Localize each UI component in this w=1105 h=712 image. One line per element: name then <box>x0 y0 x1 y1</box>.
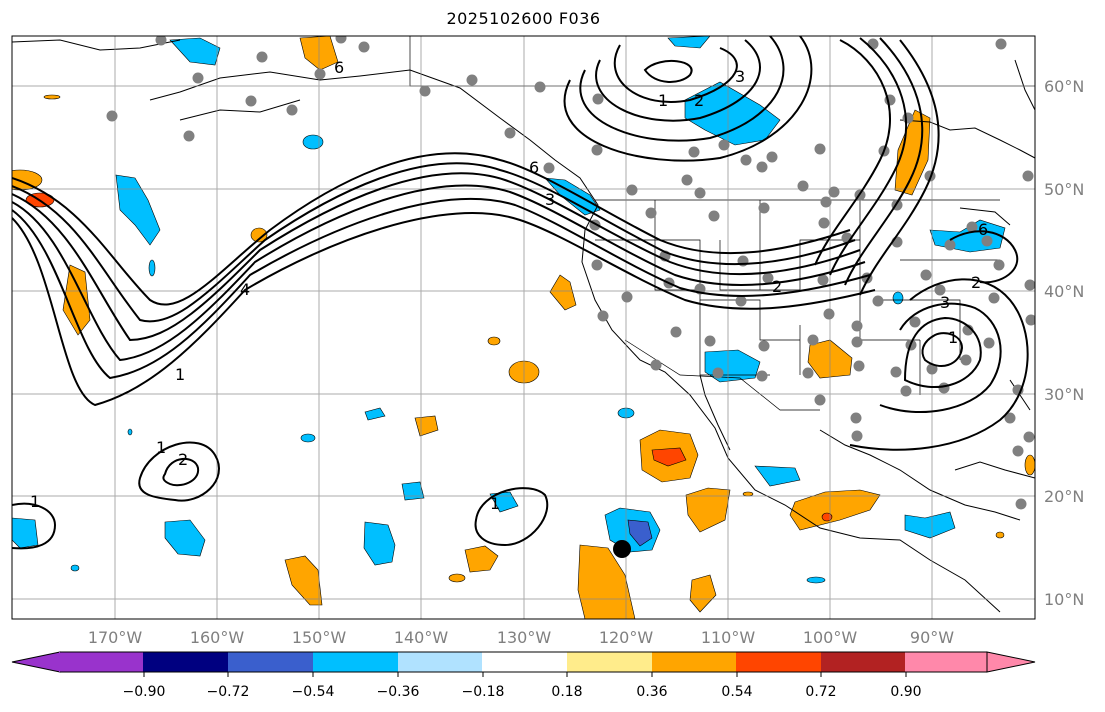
colorbar-swatch <box>398 652 483 672</box>
colorbar-tick-label: −0.72 <box>207 684 250 700</box>
colorbar-swatch <box>482 652 568 672</box>
colorbar-tick-label: 0.72 <box>805 684 836 700</box>
contour-labels: 6 1 2 3 6 3 4 1 1 2 1 1 2 2 3 1 6 <box>30 58 988 513</box>
lat-label: 30°N <box>1044 385 1084 404</box>
lon-label: 150°W <box>292 628 347 647</box>
lat-label: 10°N <box>1044 590 1084 609</box>
colorbar-tick-label: 0.36 <box>636 684 667 700</box>
colorbar-tick-label: −0.54 <box>292 684 335 700</box>
contour-label: 2 <box>772 277 782 296</box>
colorbar-swatch <box>567 652 653 672</box>
lon-label: 140°W <box>394 628 449 647</box>
lon-label: 90°W <box>910 628 954 647</box>
colorbar-tick-label: −0.90 <box>123 684 166 700</box>
map-frame <box>11 35 1036 620</box>
lon-label: 110°W <box>701 628 756 647</box>
contour-label: 6 <box>978 220 988 239</box>
contour-label: 1 <box>490 494 500 513</box>
contour-label: 2 <box>971 273 981 292</box>
colorbar-swatch <box>228 652 314 672</box>
colorbar-tick-label: 0.90 <box>890 684 921 700</box>
contour-label: 1 <box>658 91 668 110</box>
lat-label: 40°N <box>1044 282 1084 301</box>
lon-label: 120°W <box>599 628 654 647</box>
contour-label: 4 <box>240 280 250 299</box>
latitude-axis: 60°N 50°N 40°N 30°N 20°N 10°N <box>1044 77 1084 609</box>
coastlines <box>12 39 1035 613</box>
lat-label: 50°N <box>1044 180 1084 199</box>
contour-label: 3 <box>940 293 950 312</box>
contour-label: 6 <box>334 58 344 77</box>
contour-label: 1 <box>156 438 166 457</box>
colorbar-swatch <box>652 652 737 672</box>
colorbar-swatch <box>143 652 229 672</box>
lon-label: 170°W <box>88 628 143 647</box>
map-area: 6 1 2 3 6 3 4 1 1 2 1 1 2 2 3 1 6 <box>12 36 1035 619</box>
colorbar-swatch <box>313 652 399 672</box>
colorbar-swatch <box>736 652 822 672</box>
map-title: 2025102600 F036 <box>446 9 601 28</box>
colorbar: −0.90 −0.72 −0.54 −0.36 −0.18 0.18 0.36 … <box>11 651 1036 700</box>
graticule <box>12 36 1035 619</box>
contour-label: 3 <box>545 190 555 209</box>
colorbar-tick-label: −0.36 <box>377 684 420 700</box>
station-markers <box>106 36 1035 510</box>
contour-label: 3 <box>735 67 745 86</box>
contour-lines <box>12 36 1029 550</box>
lon-label: 160°W <box>190 628 245 647</box>
colorbar-swatch <box>59 652 144 672</box>
lat-label: 20°N <box>1044 487 1084 506</box>
colorbar-tick-label: 0.54 <box>721 684 752 700</box>
colorbar-swatch <box>821 652 906 672</box>
contour-label: 2 <box>694 91 704 110</box>
lat-label: 60°N <box>1044 77 1084 96</box>
colorbar-extend-min <box>11 651 61 673</box>
contour-label: 6 <box>529 158 539 177</box>
reference-point-marker <box>613 540 631 558</box>
colorbar-swatch <box>905 652 988 672</box>
contour-label: 1 <box>175 365 185 384</box>
colorbar-tick-label: 0.18 <box>551 684 582 700</box>
longitude-axis: 170°W 160°W 150°W 140°W 130°W 120°W 110°… <box>88 628 954 647</box>
lon-label: 130°W <box>497 628 552 647</box>
contour-label: 1 <box>948 328 958 347</box>
contour-label: 1 <box>30 492 40 511</box>
lon-label: 100°W <box>803 628 858 647</box>
colorbar-extend-max <box>986 651 1036 673</box>
contour-label: 2 <box>178 450 188 469</box>
colorbar-tick-label: −0.18 <box>462 684 505 700</box>
